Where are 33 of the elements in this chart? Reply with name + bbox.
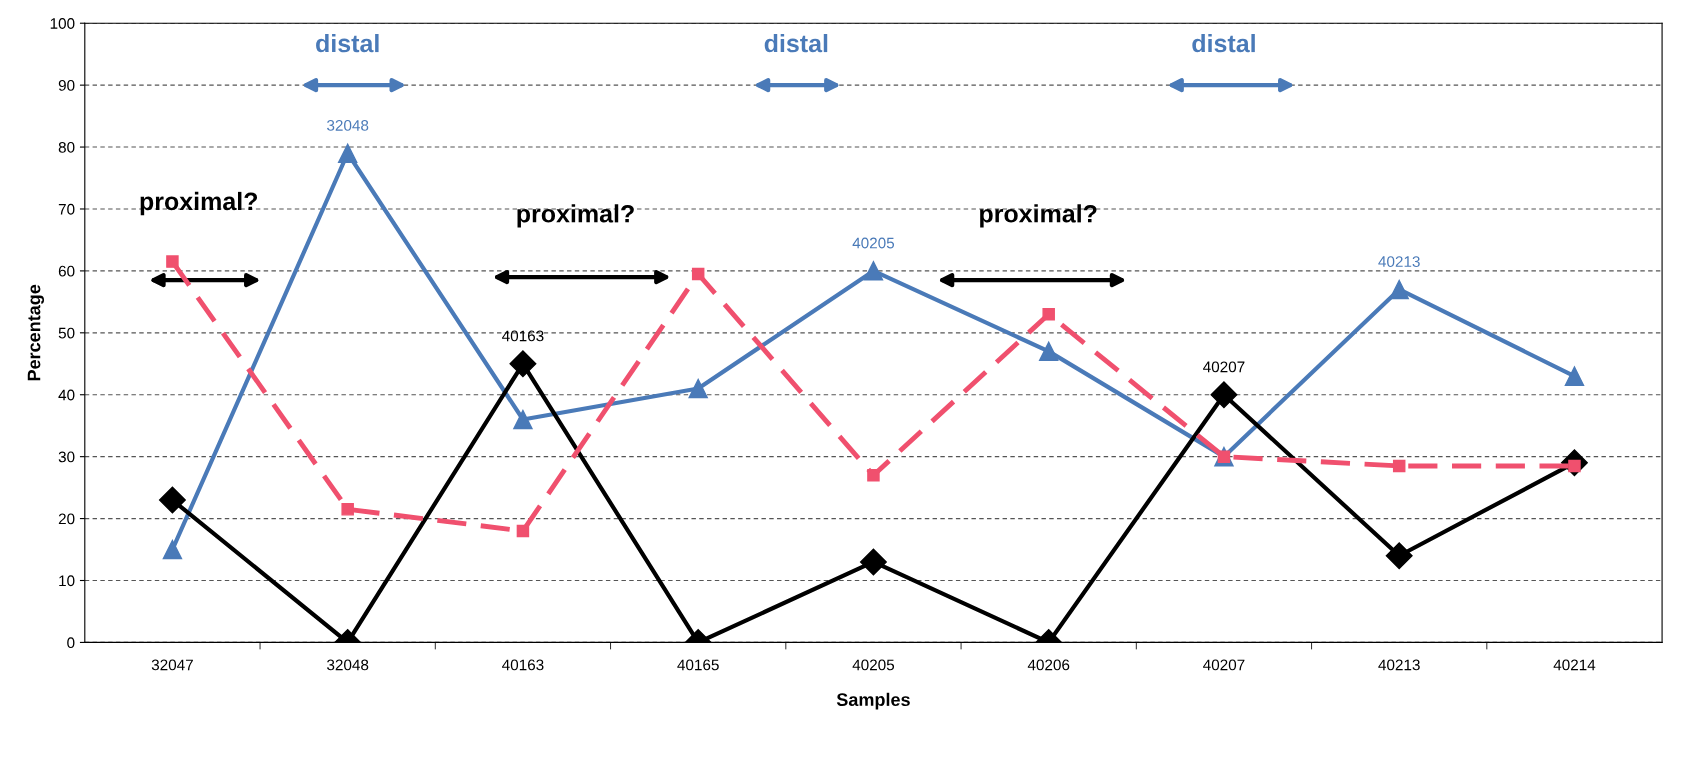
annotation: distal <box>764 33 828 53</box>
y-tick-label: 0 <box>67 637 75 649</box>
annotation: proximal? <box>140 191 258 216</box>
y-tick-label: 30 <box>58 451 75 463</box>
annotation: 32048 <box>327 119 369 131</box>
y-tick-label: 70 <box>58 203 75 215</box>
annotation: 40213 <box>1378 256 1420 268</box>
y-tick-label: 100 <box>50 18 75 29</box>
x-tick-label: 40163 <box>502 659 544 671</box>
x-axis-title: Samples <box>836 692 910 710</box>
x-tick-label: 40213 <box>1378 659 1420 671</box>
y-tick-label: 40 <box>58 389 75 401</box>
y-tick-label: 90 <box>58 80 75 91</box>
x-tick-label: 40205 <box>852 659 895 671</box>
x-tick-label: 32048 <box>327 659 369 671</box>
annotation: proximal? <box>517 204 634 228</box>
x-tick-label: 40207 <box>1203 659 1245 671</box>
y-axis-title: Percentage <box>27 284 45 381</box>
x-tick-label: 40165 <box>677 659 719 671</box>
annotation: 40205 <box>852 237 895 249</box>
annotation: 40163 <box>502 330 544 342</box>
annotation: distal <box>1192 33 1255 53</box>
y-tick-label: 80 <box>58 141 75 153</box>
y-tick-label: 60 <box>58 265 75 277</box>
y-tick-label: 10 <box>59 575 75 587</box>
annotation: proximal? <box>980 204 1097 228</box>
y-tick-label: 50 <box>58 327 75 339</box>
annotation: 40207 <box>1203 361 1245 373</box>
x-tick-label: 32047 <box>151 659 193 671</box>
y-tick-label: 20 <box>58 513 75 525</box>
annotation: distal <box>316 33 379 53</box>
x-tick-label: 40214 <box>1553 659 1596 671</box>
x-tick-label: 40206 <box>1027 659 1070 671</box>
